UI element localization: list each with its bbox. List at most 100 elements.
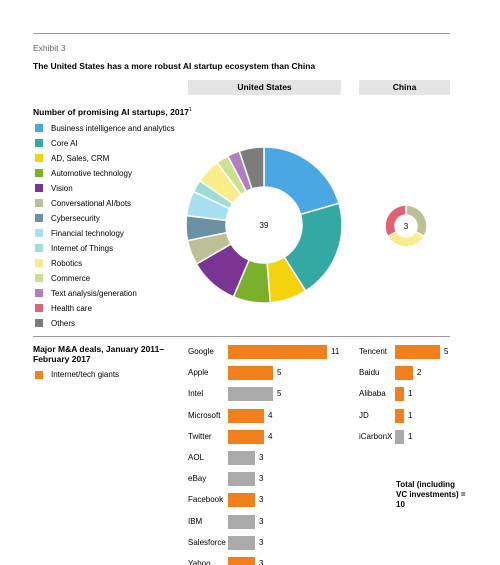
legend-swatch: [35, 319, 43, 327]
legend-swatch: [35, 199, 43, 207]
us-bar-label-google: Google: [188, 347, 214, 356]
us-bar-value-twitter: 4: [268, 431, 273, 441]
china-bar-label-jd: JD: [359, 410, 369, 420]
us-bar-value-facebook: 3: [259, 495, 264, 505]
legend-label: Text analysis/generation: [51, 288, 137, 298]
legend-item-internet-of-things: Internet of Things: [35, 242, 113, 254]
us-bar-ebay: [228, 472, 255, 487]
china-bar-tencent: [395, 345, 440, 359]
us-bar-yahoo: [228, 557, 255, 565]
legend-item-cybersecurity: Cybersecurity: [35, 212, 100, 224]
china-total-label: 3: [404, 222, 409, 231]
us-bar-label-twitter: Twitter: [188, 431, 212, 441]
us-slice-others: [238, 146, 265, 190]
legend-swatch: [35, 154, 43, 162]
us-bar-intel: [228, 387, 273, 402]
legend-item-others: Others: [35, 317, 75, 329]
legend-item-business-intelligence-and-analytics: Business intelligence and analytics: [35, 122, 175, 134]
china-bar-value-jd: 1: [408, 410, 413, 420]
china-bar-baidu: [395, 366, 413, 381]
legend-label: Others: [51, 318, 76, 328]
china-bar-label-alibaba: Alibaba: [359, 389, 386, 399]
us-bar-value-google: 11: [331, 347, 340, 356]
legend-swatch: [35, 289, 43, 297]
us-slice-business-intelligence-and-analytics: [263, 146, 340, 216]
us-bar-value-ibm: 3: [259, 516, 264, 526]
us-bar-salesforce: [228, 535, 255, 550]
legend-swatch: [35, 274, 43, 282]
legend-label: Robotics: [51, 258, 83, 268]
ma-legend: Internet/tech giants: [35, 370, 119, 379]
china-bar-value-icarbonx: 1: [408, 431, 413, 441]
legend-swatch: [35, 229, 43, 237]
us-bar-label-intel: Intel: [188, 389, 204, 399]
legend-label-internet-giants: Internet/tech giants: [51, 370, 120, 379]
startups-subtitle-text: Number of promising AI startups, 2017: [33, 107, 190, 117]
legend-swatch: [35, 139, 43, 147]
legend-item-health-care: Health care: [35, 302, 92, 314]
china-total-note: Total (including VC investments) = 10: [396, 480, 466, 509]
us-bar-label-ebay: eBay: [188, 474, 207, 484]
legend-item-financial-technology: Financial technology: [35, 227, 124, 239]
legend-label: Vision: [51, 183, 73, 193]
us-bar-value-ebay: 3: [259, 474, 264, 484]
column-header-us: United States: [188, 80, 341, 95]
china-bar-value-alibaba: 1: [408, 389, 413, 399]
legend-label: Automotive technology: [51, 168, 132, 178]
us-bar-value-salesforce: 3: [259, 537, 264, 547]
china-bar-value-baidu: 2: [417, 368, 422, 378]
legend-item-commerce: Commerce: [35, 272, 90, 284]
us-bar-value-yahoo: 3: [259, 559, 264, 565]
legend-label: Health care: [51, 303, 92, 313]
china-bar-alibaba: [395, 387, 404, 402]
legend-swatch: [35, 184, 43, 192]
us-bar-microsoft: [228, 408, 264, 423]
us-bar-label-salesforce: Salesforce: [188, 537, 226, 547]
legend-label: Commerce: [51, 273, 91, 283]
startups-subtitle: Number of promising AI startups, 20171: [33, 107, 192, 117]
us-bar-value-microsoft: 4: [268, 410, 273, 420]
legend-swatch: [35, 244, 43, 252]
us-bar-apple: [228, 366, 273, 381]
us-bar-aol: [228, 451, 255, 465]
top-rule: [33, 33, 450, 34]
ma-deals-title: Major M&A deals, January 2011–February 2…: [33, 344, 165, 364]
legend-item-conversational-ai-bots: Conversational AI/bots: [35, 197, 131, 209]
us-bar-label-microsoft: Microsoft: [188, 410, 221, 420]
legend-swatch: [35, 259, 43, 267]
us-bar-label-ibm: IBM: [188, 516, 203, 526]
legend-item-automotive-technology: Automotive technology: [35, 167, 132, 179]
china-bar-icarbonx: [395, 429, 404, 444]
china-bar-label-icarbonx: iCarbonX: [359, 431, 393, 441]
legend-item-vision: Vision: [35, 182, 73, 194]
legend-item-text-analysis-generation: Text analysis/generation: [35, 287, 137, 299]
us-bar-label-yahoo: Yahoo: [188, 559, 211, 565]
us-total-label: 39: [260, 221, 269, 230]
us-bar-label-apple: Apple: [188, 368, 209, 378]
exhibit-label: Exhibit 3: [33, 43, 66, 53]
section-rule: [33, 336, 450, 337]
legend-label: Cybersecurity: [51, 213, 100, 223]
column-header-china: China: [359, 80, 450, 95]
legend-swatch: [35, 124, 43, 132]
legend-label: Conversational AI/bots: [51, 198, 132, 208]
legend-swatch: [35, 304, 43, 312]
us-bar-facebook: [228, 493, 255, 508]
legend-swatch: [35, 214, 43, 222]
china-bar-jd: [395, 408, 404, 423]
legend-swatch-internet-giants: [35, 370, 43, 379]
legend-label: AD, Sales, CRM: [51, 153, 110, 163]
us-bar-value-intel: 5: [277, 389, 282, 399]
china-bar-label-tencent: Tencent: [359, 347, 388, 356]
us-bar-value-apple: 5: [277, 368, 282, 378]
legend-label: Core AI: [51, 138, 78, 148]
legend-swatch: [35, 169, 43, 177]
us-bar-google: [228, 345, 327, 359]
legend-item-core-ai: Core AI: [35, 137, 78, 149]
china-bar-label-baidu: Baidu: [359, 368, 380, 378]
legend-label: Financial technology: [51, 228, 124, 238]
china-slice-health-care: [384, 204, 407, 238]
legend-label: Internet of Things: [51, 243, 114, 253]
us-bar-twitter: [228, 429, 264, 444]
us-bar-ibm: [228, 514, 255, 529]
